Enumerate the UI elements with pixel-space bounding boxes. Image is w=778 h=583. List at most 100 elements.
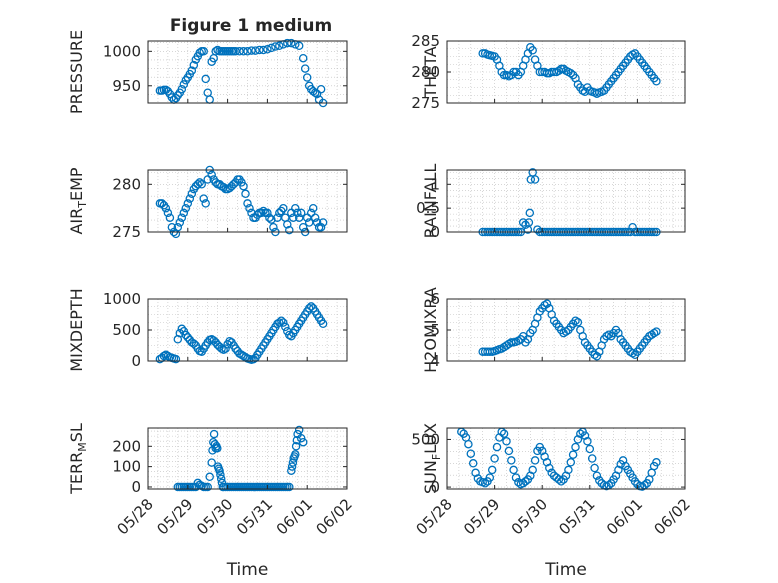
data-point	[205, 472, 214, 482]
data-point	[275, 41, 284, 51]
data-point	[201, 199, 210, 208]
figure-title: Figure 1 medium	[170, 16, 332, 36]
y-tick-label: 0.5	[416, 199, 440, 217]
data-point	[251, 46, 260, 55]
data-point	[487, 465, 497, 475]
data-point	[171, 354, 181, 364]
data-point	[195, 178, 204, 187]
data-point	[285, 225, 294, 235]
data-point	[219, 182, 228, 192]
y-tick-label: 6	[430, 290, 440, 308]
data-point	[267, 215, 276, 224]
data-point	[568, 450, 578, 459]
data-point	[576, 429, 585, 438]
y-tick-label: 280	[112, 175, 141, 193]
data-point	[592, 471, 602, 480]
data-point	[187, 189, 197, 199]
x-axis-label: Time	[544, 560, 587, 580]
data-point	[614, 465, 623, 475]
data-point	[247, 46, 256, 55]
data-point	[291, 450, 300, 459]
y-tick-label: 1	[430, 175, 440, 193]
y-axis-label: H2OMIXRA	[421, 287, 440, 373]
y-axis-label: THETA	[421, 46, 440, 98]
data-point	[587, 454, 597, 463]
data-point	[287, 38, 296, 48]
data-point	[300, 64, 310, 73]
data-point	[259, 45, 268, 55]
y-tick-label: 0	[131, 478, 141, 496]
y-tick-label: 1000	[103, 290, 141, 308]
data-point	[525, 208, 535, 218]
data-point	[502, 437, 511, 446]
data-point	[533, 225, 542, 234]
grid-lines	[447, 299, 685, 361]
y-tick-label: 0	[131, 352, 141, 370]
data-point	[288, 458, 298, 467]
data-point	[294, 41, 304, 51]
data-point	[273, 213, 282, 222]
data-point	[177, 84, 187, 94]
data-point	[161, 203, 171, 213]
data-point	[564, 465, 573, 475]
data-point	[183, 199, 193, 208]
data-point	[175, 218, 185, 227]
data-point	[511, 473, 521, 482]
data-point	[571, 442, 580, 452]
data-point	[215, 466, 224, 475]
data-point	[293, 208, 302, 218]
y-tick-label: 0	[430, 478, 440, 496]
y-tick-label: 275	[112, 223, 141, 241]
y-tick-label: 500	[411, 430, 440, 448]
data-point	[263, 45, 272, 54]
data-point	[235, 47, 244, 56]
data-series	[155, 165, 328, 239]
data-point	[239, 181, 248, 191]
data-point	[585, 444, 595, 454]
data-point	[271, 42, 280, 51]
data-point	[287, 466, 296, 475]
data-point	[524, 218, 534, 227]
data-point	[287, 462, 297, 471]
data-point	[298, 222, 308, 232]
y-axis-label: PRESSURE	[67, 30, 86, 114]
data-point	[269, 222, 278, 232]
data-point	[545, 463, 554, 473]
data-point	[316, 84, 326, 94]
data-point	[566, 458, 576, 467]
y-tick-label: 1000	[103, 42, 141, 60]
data-point	[181, 203, 191, 213]
data-point	[185, 194, 195, 203]
data-point	[213, 444, 222, 453]
data-point	[216, 470, 225, 480]
data-point	[507, 456, 516, 465]
data-point	[201, 74, 210, 84]
grid-lines	[148, 428, 347, 489]
data-point	[652, 327, 661, 336]
data-point	[279, 203, 288, 213]
data-point	[566, 68, 576, 78]
data-point	[213, 45, 222, 55]
data-point	[207, 458, 216, 467]
grid-lines	[447, 170, 685, 232]
data-point	[302, 73, 312, 82]
data-point	[177, 324, 187, 334]
data-point	[245, 203, 254, 213]
data-point	[492, 442, 502, 452]
data-point	[556, 64, 566, 74]
data-point	[165, 213, 175, 222]
axes-frame	[446, 427, 686, 490]
data-point	[167, 222, 177, 232]
y-axis-label: SUNFLUX	[421, 423, 443, 494]
data-point	[163, 208, 173, 218]
data-point	[211, 47, 220, 56]
data-point	[310, 213, 320, 222]
y-tick-label: 285	[411, 32, 440, 50]
data-point	[275, 318, 284, 327]
y-tick-label: 5	[430, 321, 440, 339]
data-series	[155, 302, 328, 365]
